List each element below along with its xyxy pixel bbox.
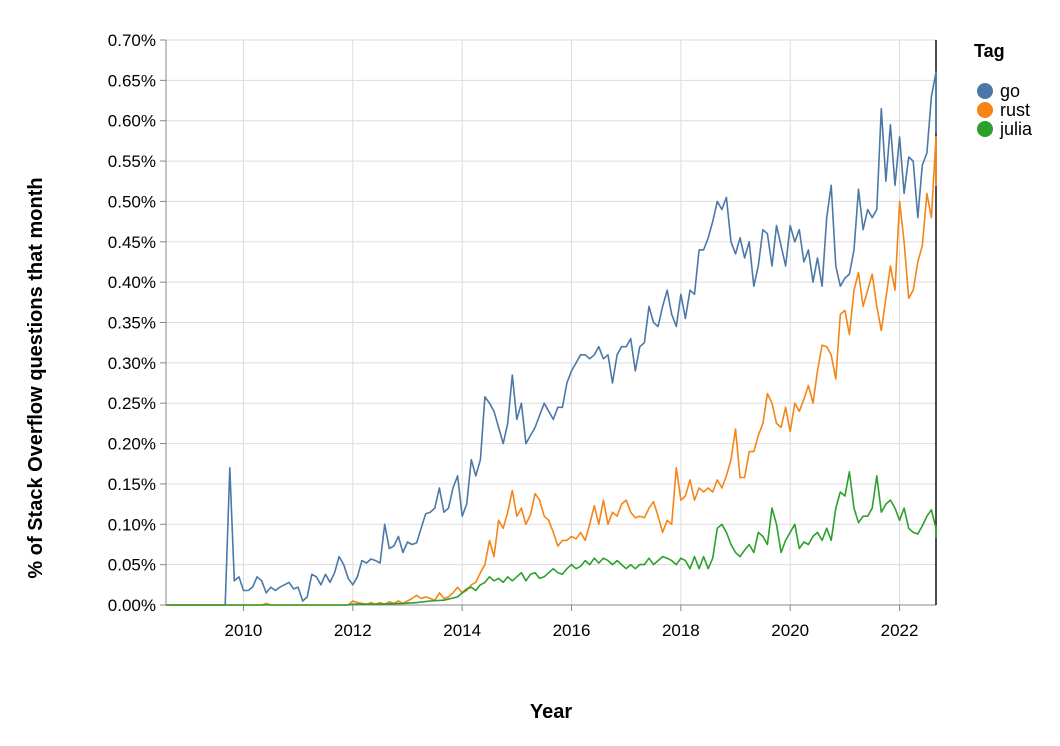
legend-swatch-rust [977, 102, 993, 118]
y-axis-title: % of Stack Overflow questions that month [25, 177, 47, 578]
legend-label-rust: rust [1000, 100, 1030, 120]
y-tick-label: 0.55% [108, 152, 156, 171]
x-tick-label: 2018 [662, 621, 700, 640]
y-tick-label: 0.60% [108, 112, 156, 131]
x-tick-label: 2022 [881, 621, 919, 640]
gridlines [166, 39, 936, 606]
y-tick-label: 0.40% [108, 273, 156, 292]
y-tick-label: 0.65% [108, 71, 156, 90]
y-tick-label: 0.15% [108, 475, 156, 494]
y-tick-label: 0.00% [108, 596, 156, 615]
x-tick-label: 2014 [443, 621, 481, 640]
y-tick-label: 0.35% [108, 314, 156, 333]
y-tick-label: 0.10% [108, 515, 156, 534]
series-line-go [166, 71, 937, 606]
y-tick-label: 0.05% [108, 556, 156, 575]
y-tick-label: 0.20% [108, 435, 156, 454]
series-lines [166, 71, 937, 606]
legend-swatch-julia [977, 121, 993, 137]
x-tick-label: 2016 [553, 621, 591, 640]
legend-label-go: go [1000, 81, 1020, 101]
y-tick-label: 0.25% [108, 394, 156, 413]
y-tick-label: 0.45% [108, 233, 156, 252]
x-tick-label: 2012 [334, 621, 372, 640]
legend-swatch-go [977, 83, 993, 99]
axes: 0.00% 0.05% 0.10% 0.15% 0.20% 0.25% 0.30% 0.35%… [108, 31, 937, 640]
x-axis-title: Year [530, 701, 572, 723]
x-tick-label: 2010 [225, 621, 263, 640]
series-line-julia [166, 471, 937, 606]
legend-label-julia: julia [999, 119, 1033, 139]
x-tick-label: 2020 [771, 621, 809, 640]
series-line-rust [166, 136, 937, 606]
legend-title: Tag [974, 41, 1005, 61]
y-tick-label: 0.50% [108, 192, 156, 211]
y-tick-label: 0.30% [108, 354, 156, 373]
y-tick-label: 0.70% [108, 31, 156, 50]
